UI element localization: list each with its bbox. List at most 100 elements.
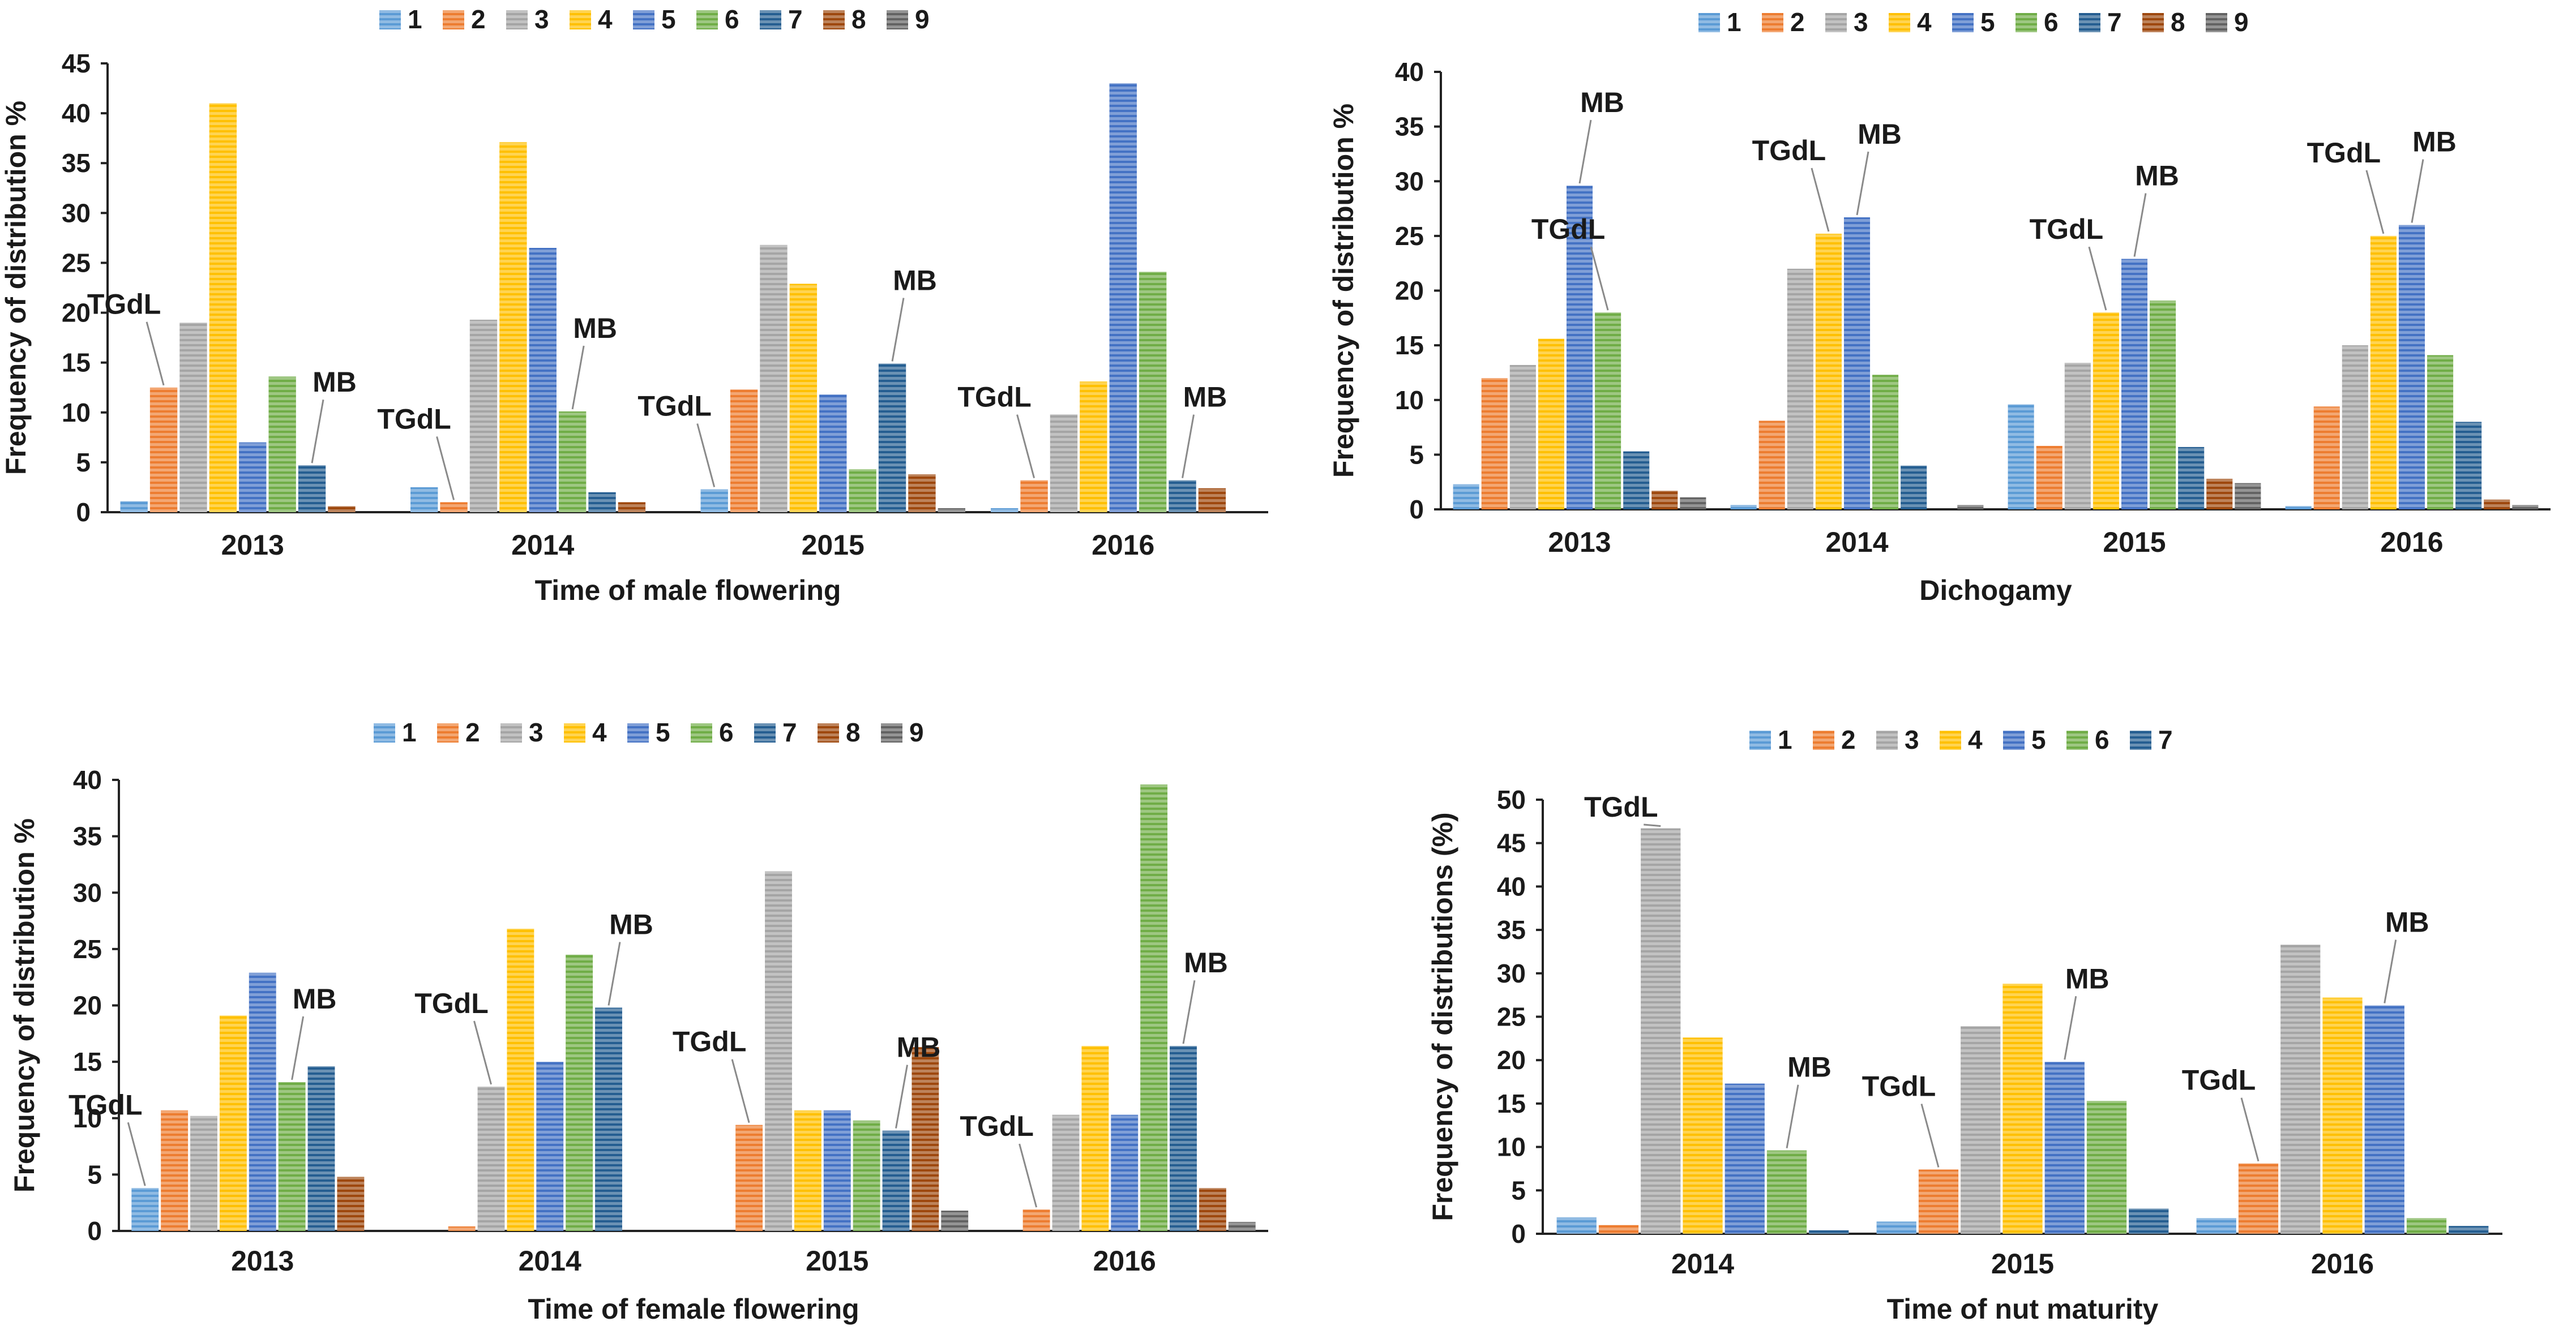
bar-stripe-overlay xyxy=(700,489,728,512)
legend-swatch-stripe xyxy=(633,10,654,29)
y-tick-label: 5 xyxy=(76,448,91,477)
annotation-leader xyxy=(895,1065,908,1129)
bar-stripe-overlay xyxy=(1651,491,1678,509)
x-axis-title: Time of female flowering xyxy=(528,1293,859,1325)
legend-label-6: 6 xyxy=(719,718,734,747)
y-tick-label: 30 xyxy=(1395,166,1424,196)
annotation-leader xyxy=(436,436,455,500)
y-tick-label: 15 xyxy=(62,348,91,377)
legend-swatch-stripe xyxy=(500,723,522,743)
annotations: TGdL MB TGdL MB TGdL MB TGdL MB xyxy=(87,264,1227,500)
bar-stripe-overlay xyxy=(941,1211,969,1231)
annotation-mb: MB xyxy=(1184,947,1228,979)
bar-stripe-overlay xyxy=(2280,945,2321,1234)
x-axis-title: Time of nut maturity xyxy=(1887,1293,2159,1325)
bar-stripe-overlay xyxy=(328,506,356,512)
y-tick-label: 50 xyxy=(1497,785,1526,814)
y-tick-label: 25 xyxy=(1395,221,1424,251)
x-category-label: 2014 xyxy=(1671,1248,1734,1280)
annotation-mb: MB xyxy=(1858,118,1902,150)
legend-label-3: 3 xyxy=(1905,725,1919,754)
x-category-label: 2016 xyxy=(1093,1245,1156,1277)
bar-stripe-overlay xyxy=(499,142,527,512)
x-category-label: 2015 xyxy=(802,529,865,561)
annotation-mb: MB xyxy=(293,983,337,1015)
bar-stripe-overlay xyxy=(1876,1221,1916,1234)
y-tick-label: 20 xyxy=(73,991,102,1020)
y-tick-label: 10 xyxy=(1497,1132,1526,1162)
bar-stripe-overlay xyxy=(1815,234,1842,509)
bar-stripe-overlay xyxy=(120,501,148,512)
bar-stripe-overlay xyxy=(2036,445,2062,509)
y-tick-label: 35 xyxy=(73,822,102,851)
annotation-leader xyxy=(696,423,716,487)
legend-swatch-stripe xyxy=(754,723,776,743)
legend-label-9: 9 xyxy=(909,718,924,747)
y-tick-label: 45 xyxy=(62,49,91,78)
bar-stripe-overlay xyxy=(2370,235,2397,509)
y-tick-label: 35 xyxy=(1395,112,1424,141)
y-axis-title: Frequency of distributions (%) xyxy=(1427,812,1458,1221)
bar-stripe-overlay xyxy=(2427,355,2454,509)
bar-stripe-overlay xyxy=(2064,363,2091,509)
legend-swatch-stripe xyxy=(1698,13,1720,32)
annotation-leader xyxy=(2411,159,2424,223)
legend-swatch-stripe xyxy=(2003,731,2025,750)
bar-stripe-overlay xyxy=(209,103,237,512)
legend-swatch-stripe xyxy=(2142,13,2164,32)
x-axis-title: Dichogamy xyxy=(1919,574,2072,606)
x-category-label: 2013 xyxy=(231,1245,294,1277)
legend-label-2: 2 xyxy=(1790,7,1805,37)
annotation-leader xyxy=(1856,151,1869,216)
legend-label-1: 1 xyxy=(1727,7,1741,37)
legend-label-4: 4 xyxy=(592,718,607,747)
bar-stripe-overlay xyxy=(819,394,847,512)
bar-stripe-overlay xyxy=(853,1120,880,1231)
annotation-mb: MB xyxy=(893,264,937,296)
annotation-tgdl: TGdL xyxy=(960,1110,1034,1142)
y-tick-label: 20 xyxy=(1395,276,1424,306)
x-category-label: 2015 xyxy=(806,1245,868,1277)
annotation-leader xyxy=(311,399,324,464)
y-tick-label: 45 xyxy=(1497,829,1526,858)
bar-stripe-overlay xyxy=(794,1110,821,1231)
legend-swatch-stripe xyxy=(1940,731,1961,750)
bar-stripe-overlay xyxy=(2364,1005,2404,1234)
annotation-mb: MB xyxy=(2135,160,2179,191)
bar-stripe-overlay xyxy=(1758,421,1785,509)
bar-stripe-overlay xyxy=(1961,1026,2001,1234)
bar-stripe-overlay xyxy=(2129,1208,2169,1234)
bar-stripe-overlay xyxy=(558,411,587,512)
legend-label-5: 5 xyxy=(1980,7,1995,37)
bar-stripe-overlay xyxy=(278,1082,306,1231)
y-tick-label: 25 xyxy=(73,934,102,964)
y-tick-label: 40 xyxy=(62,98,91,128)
annotation-tgdl: TGdL xyxy=(673,1026,747,1058)
bar-stripe-overlay xyxy=(1680,497,1706,509)
x-category-label: 2016 xyxy=(2380,526,2443,558)
bar-stripe-overlay xyxy=(1538,338,1564,509)
legend: 1 2 3 4 5 6 7 xyxy=(1749,725,2173,754)
annotation-leader xyxy=(2365,170,2385,234)
legend-swatch-stripe xyxy=(570,10,591,29)
y-tick-label: 5 xyxy=(1511,1175,1526,1205)
y-tick-label: 40 xyxy=(1497,872,1526,901)
x-category-label: 2014 xyxy=(511,529,574,561)
bar-stripe-overlay xyxy=(849,469,876,512)
bar-stripe-overlay xyxy=(1199,1188,1226,1231)
bar-stripe-overlay xyxy=(1198,488,1226,512)
annotation-leader xyxy=(607,942,621,1006)
y-tick-label: 10 xyxy=(62,398,91,427)
legend: 1 2 3 4 5 6 7 8 9 xyxy=(374,718,924,747)
bar-stripe-overlay xyxy=(908,474,936,512)
annotation-mb: MB xyxy=(897,1032,941,1063)
bar-stripe-overlay xyxy=(2150,300,2176,509)
legend-swatch-stripe xyxy=(2016,13,2037,32)
legend-swatch-stripe xyxy=(818,723,839,743)
bar-stripe-overlay xyxy=(1481,378,1508,509)
annotation-tgdl: TGdL xyxy=(1862,1070,1936,1102)
legend-label-4: 4 xyxy=(1917,7,1932,37)
legend-swatch-stripe xyxy=(379,10,401,29)
